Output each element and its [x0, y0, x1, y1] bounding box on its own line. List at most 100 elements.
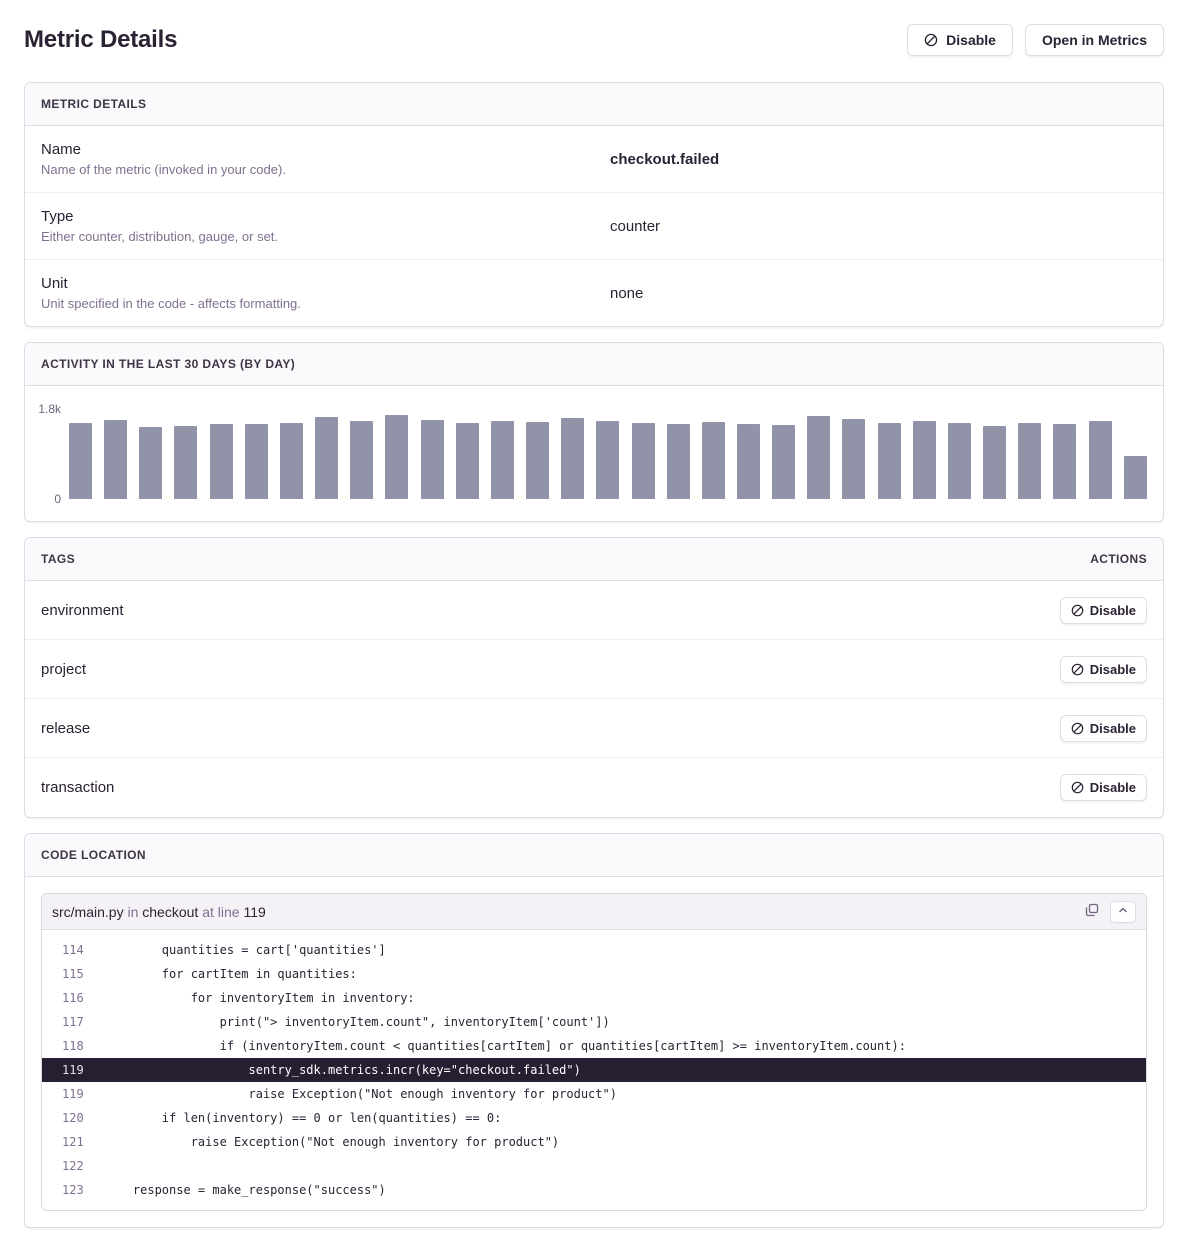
chart-bar[interactable]: [983, 426, 1007, 499]
chart-bar[interactable]: [104, 419, 128, 499]
chart-bar[interactable]: [561, 417, 585, 499]
code-line-text: if (inventoryItem.count < quantities[car…: [104, 1039, 906, 1053]
chart-bar[interactable]: [244, 423, 268, 499]
chart-bar[interactable]: [455, 423, 479, 499]
y-axis-min-label: 0: [54, 492, 61, 506]
code-line-number: 117: [62, 1015, 84, 1029]
metric-rows: Name Name of the metric (invoked in your…: [25, 126, 1163, 326]
metric-row-description: Name of the metric (invoked in your code…: [41, 162, 286, 177]
tag-disable-button[interactable]: Disable: [1059, 714, 1147, 742]
tags-actions-column-header: ACTIONS: [1090, 552, 1147, 566]
disable-button[interactable]: Disable: [907, 24, 1013, 56]
code-file-name: src/main.py: [52, 903, 124, 920]
chart-bar[interactable]: [947, 422, 971, 499]
code-line-number: 122: [62, 1159, 84, 1173]
chart-bar[interactable]: [772, 425, 796, 499]
code-block: src/main.py in checkout at line 119: [41, 893, 1147, 1211]
code-line-text: quantities = cart['quantities']: [104, 943, 386, 957]
chart-bar[interactable]: [69, 423, 92, 499]
code-line-number: 118: [62, 1039, 84, 1053]
code-line-number: 119: [62, 1063, 84, 1077]
chart-bar[interactable]: [877, 423, 901, 499]
chart-bar[interactable]: [209, 424, 233, 499]
code-line-text: print("> inventoryItem.count", inventory…: [104, 1015, 610, 1029]
chart-bar[interactable]: [420, 420, 444, 499]
chart-bar[interactable]: [174, 425, 198, 499]
disable-icon: [1071, 722, 1084, 735]
chart-y-axis: 1.8k 0: [35, 402, 67, 506]
disable-icon: [1071, 604, 1084, 617]
code-line: 117 print("> inventoryItem.count", inven…: [42, 1010, 1146, 1034]
code-line-number: 119: [62, 1087, 84, 1101]
code-line: 123 response = make_response("success"): [42, 1178, 1146, 1202]
open-in-metrics-label: Open in Metrics: [1041, 32, 1147, 48]
tag-row: transaction Disable: [25, 758, 1163, 817]
chart-bar[interactable]: [385, 415, 409, 499]
code-location-breadcrumb: src/main.py in checkout at line 119: [52, 904, 266, 920]
chart-bar[interactable]: [490, 421, 514, 499]
chart-bar[interactable]: [1053, 423, 1077, 499]
open-in-metrics-button[interactable]: Open in Metrics: [1024, 24, 1164, 56]
code-function-name: checkout: [142, 903, 199, 920]
chart-bar[interactable]: [807, 416, 831, 499]
chart-bars: [69, 409, 1147, 499]
chart-bar[interactable]: [631, 422, 655, 499]
code-at-line-label: at line: [202, 903, 240, 920]
code-line-text: raise Exception("Not enough inventory fo…: [104, 1087, 617, 1101]
chart-bar[interactable]: [666, 424, 690, 499]
tag-disable-button[interactable]: Disable: [1059, 774, 1147, 801]
chart-bar[interactable]: [736, 423, 760, 499]
metric-details-panel: METRIC DETAILS Name Name of the metric (…: [24, 82, 1164, 327]
page-title: Metric Details: [24, 26, 178, 53]
code-line: 118 if (inventoryItem.count < quantities…: [42, 1034, 1146, 1058]
activity-panel-title: ACTIVITY IN THE LAST 30 DAYS (BY DAY): [41, 357, 296, 371]
code-block-header: src/main.py in checkout at line 119: [42, 894, 1146, 930]
tags-panel-title: TAGS: [41, 552, 76, 566]
code-in-label: in: [127, 903, 139, 920]
disable-icon: [1071, 663, 1084, 676]
chart-bar[interactable]: [596, 421, 620, 499]
code-line-text: raise Exception("Not enough inventory fo…: [104, 1135, 560, 1149]
code-line: 120 if len(inventory) == 0 or len(quanti…: [42, 1106, 1146, 1130]
header-actions: Disable Open in Metrics: [907, 24, 1164, 56]
disable-icon: [924, 33, 938, 47]
code-content: src/main.py in checkout at line 119: [25, 877, 1163, 1227]
chart-bar[interactable]: [350, 421, 374, 499]
tag-row: project Disable: [25, 640, 1163, 699]
tag-disable-button-label: Disable: [1089, 602, 1136, 618]
code-line-number: 119: [243, 903, 266, 920]
code-line: 116 for inventoryItem in inventory:: [42, 986, 1146, 1010]
code-body: 114 quantities = cart['quantities'] 115 …: [42, 930, 1146, 1210]
chart-bar[interactable]: [1123, 456, 1147, 499]
tag-disable-button[interactable]: Disable: [1059, 596, 1147, 624]
tag-name: release: [41, 719, 91, 737]
code-location-panel: CODE LOCATION src/main.py in checkout at…: [24, 833, 1164, 1228]
chart-bar[interactable]: [842, 418, 866, 499]
page-header: Metric Details Disable Open in Metrics: [24, 24, 1164, 56]
code-line-number: 116: [62, 991, 84, 1005]
chart-bar[interactable]: [526, 422, 550, 499]
code-line: 119 raise Exception("Not enough inventor…: [42, 1082, 1146, 1106]
activity-chart: 1.8k 0: [25, 386, 1163, 521]
chart-bar[interactable]: [139, 426, 163, 499]
tag-disable-button-label: Disable: [1089, 780, 1136, 795]
tag-name: transaction: [41, 779, 115, 796]
metric-row: Unit Unit specified in the code - affect…: [25, 260, 1163, 326]
code-line-text: if len(inventory) == 0 or len(quantities…: [104, 1111, 502, 1125]
chart-bar[interactable]: [279, 422, 303, 499]
code-location-panel-header: CODE LOCATION: [25, 834, 1163, 877]
tag-row: release Disable: [25, 699, 1163, 758]
tag-rows: environment Disable project Disable rele…: [25, 581, 1163, 817]
code-line-number: 120: [62, 1111, 84, 1125]
chart-bar[interactable]: [1018, 422, 1042, 499]
chart-bar[interactable]: [701, 421, 725, 499]
copy-button[interactable]: [1082, 900, 1102, 923]
metric-row-value: counter: [610, 217, 661, 235]
chart-bar[interactable]: [912, 421, 936, 499]
activity-panel: ACTIVITY IN THE LAST 30 DAYS (BY DAY) 1.…: [24, 342, 1164, 522]
chart-bar[interactable]: [315, 417, 339, 499]
chart-bar[interactable]: [1088, 421, 1112, 499]
collapse-button[interactable]: [1110, 900, 1136, 923]
tag-disable-button[interactable]: Disable: [1059, 655, 1147, 683]
